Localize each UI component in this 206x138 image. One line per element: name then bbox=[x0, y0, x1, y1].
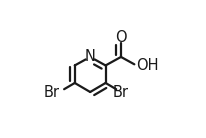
Text: Br: Br bbox=[43, 84, 59, 99]
Text: O: O bbox=[115, 30, 127, 45]
Text: Br: Br bbox=[113, 84, 129, 99]
Text: N: N bbox=[85, 49, 96, 64]
Text: OH: OH bbox=[136, 58, 159, 73]
